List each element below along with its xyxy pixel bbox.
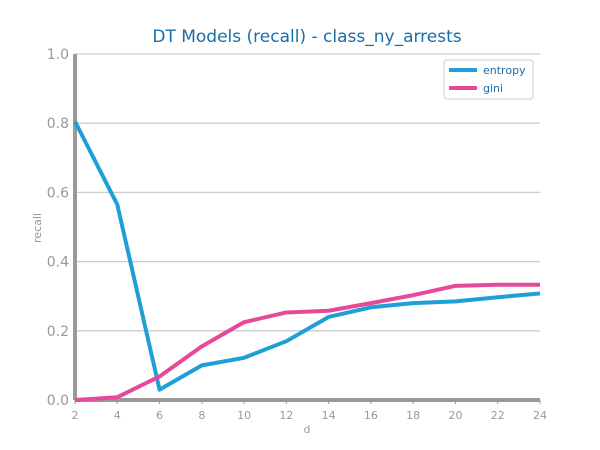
axes — [75, 54, 540, 400]
chart-title: DT Models (recall) - class_ny_arrests — [152, 27, 461, 47]
y-tick-label: 0.2 — [47, 324, 69, 340]
x-tick-label: 8 — [198, 409, 205, 422]
y-axis-label: recall — [31, 213, 44, 243]
legend-label-gini: gini — [483, 82, 503, 95]
y-tick-label: 0.8 — [47, 116, 69, 132]
y-tick-label: 1.0 — [47, 47, 69, 63]
x-tick-label: 16 — [364, 409, 378, 422]
x-tick-label: 10 — [237, 409, 251, 422]
x-tick-label: 14 — [322, 409, 336, 422]
series-lines — [75, 121, 540, 400]
series-line-gini — [75, 285, 540, 400]
x-tick-label: 6 — [156, 409, 163, 422]
x-tick-label: 22 — [491, 409, 505, 422]
legend: entropy gini — [444, 60, 533, 99]
x-tick-label: 2 — [72, 409, 79, 422]
x-tick-label: 20 — [448, 409, 462, 422]
x-tick-label: 24 — [533, 409, 547, 422]
x-tick-label: 12 — [279, 409, 293, 422]
legend-label-entropy: entropy — [483, 64, 526, 77]
y-tick-label: 0.4 — [47, 255, 69, 271]
y-tick-label: 0.0 — [47, 393, 69, 409]
series-line-entropy — [75, 121, 540, 389]
x-axis-label: d — [304, 423, 311, 436]
y-tick-labels: 0.0 0.2 0.4 0.6 0.8 1.0 — [47, 47, 69, 409]
y-tick-label: 0.6 — [47, 185, 69, 201]
x-tick-labels: 2 4 6 8 10 12 14 16 18 20 22 24 — [72, 400, 548, 422]
x-tick-label: 18 — [406, 409, 420, 422]
x-tick-label: 4 — [114, 409, 121, 422]
